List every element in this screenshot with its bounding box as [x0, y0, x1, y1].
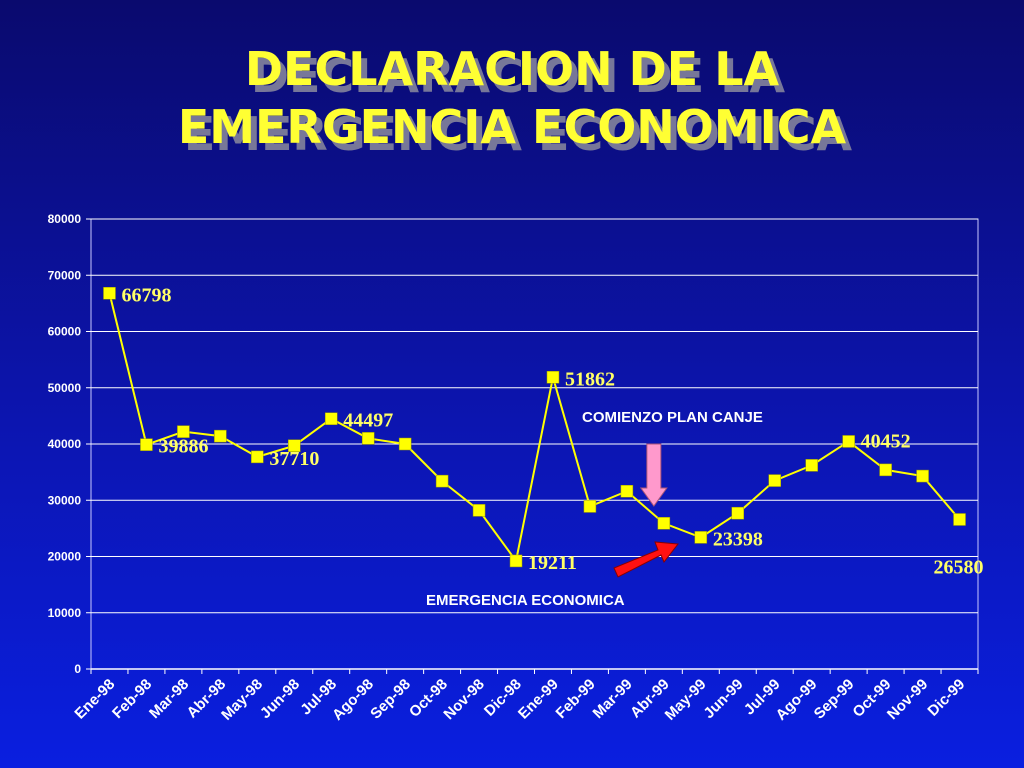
data-point	[842, 435, 855, 448]
data-point	[103, 287, 116, 300]
data-point	[694, 531, 708, 544]
x-tick-label: May-98	[218, 676, 266, 724]
x-tick-label: Jun-99	[700, 676, 746, 722]
data-label: 40452	[861, 430, 911, 452]
y-tick-label: 70000	[48, 268, 82, 282]
y-tick-label: 20000	[48, 550, 82, 564]
data-label: 39886	[158, 436, 208, 458]
data-label: 19211	[528, 552, 577, 574]
x-tick-label: Ago-98	[329, 676, 377, 724]
data-point	[583, 500, 597, 513]
y-tick-label: 30000	[48, 493, 82, 507]
x-tick-label: Sep-99	[811, 676, 858, 723]
data-point	[731, 506, 745, 520]
data-point	[177, 425, 190, 438]
y-tick-label: 10000	[48, 606, 82, 620]
data-point	[805, 459, 818, 472]
x-tick-label: Dic-99	[924, 676, 968, 720]
up-right-arrow-icon	[613, 541, 679, 578]
y-tick-label: 0	[74, 662, 81, 676]
data-point	[472, 504, 486, 517]
x-tick-label: Nov-99	[884, 676, 931, 723]
annotation-plan-canje: COMIENZO PLAN CANJE	[582, 409, 763, 426]
down-arrow-icon	[639, 443, 668, 507]
data-point	[768, 474, 781, 487]
data-label: 51862	[565, 368, 615, 390]
data-label: 23398	[713, 528, 763, 550]
data-point	[953, 513, 966, 526]
x-tick-label: Sep-98	[367, 676, 414, 723]
data-label: 26580	[934, 556, 984, 578]
title-line-2: EMERGENCIA ECONOMICA	[177, 100, 847, 154]
data-point	[214, 429, 227, 443]
x-tick-label: Ene-98	[71, 676, 118, 723]
y-tick-label: 80000	[48, 212, 82, 226]
x-tick-label: Mar-98	[146, 676, 192, 722]
data-point	[398, 437, 412, 451]
data-point	[324, 412, 338, 425]
x-tick-label: Nov-98	[440, 676, 487, 723]
data-label: 44497	[343, 410, 393, 432]
x-tick-label: Ene-99	[515, 676, 562, 723]
x-tick-label: May-99	[662, 676, 710, 724]
title-line-1: DECLARACION DE LA	[244, 42, 780, 96]
x-tick-label: Feb-99	[553, 676, 599, 722]
data-label: 37710	[269, 448, 319, 470]
data-point	[288, 439, 301, 452]
series-line	[108, 293, 961, 564]
y-tick-label: 50000	[48, 381, 82, 395]
x-tick-label: Mar-99	[590, 676, 636, 722]
data-point	[546, 371, 560, 384]
data-point	[251, 450, 264, 464]
annotation-emergencia: EMERGENCIA ECONOMICA	[426, 592, 625, 609]
x-tick-label: Ago-99	[773, 676, 821, 724]
y-tick-label: 40000	[48, 437, 82, 451]
data-point	[879, 463, 892, 477]
data-point	[657, 517, 671, 530]
data-label: 66798	[121, 284, 171, 306]
data-point	[620, 485, 634, 498]
data-point	[509, 554, 523, 568]
slide-title: DECLARACION DE LA EMERGENCIA ECONOMICA	[0, 40, 1024, 156]
data-point	[361, 432, 375, 445]
x-tick-label: Feb-98	[109, 676, 155, 722]
data-point	[916, 469, 929, 483]
data-point	[435, 474, 449, 488]
data-point	[140, 438, 153, 451]
x-tick-label: Jun-98	[257, 676, 303, 722]
y-tick-label: 60000	[48, 325, 82, 339]
